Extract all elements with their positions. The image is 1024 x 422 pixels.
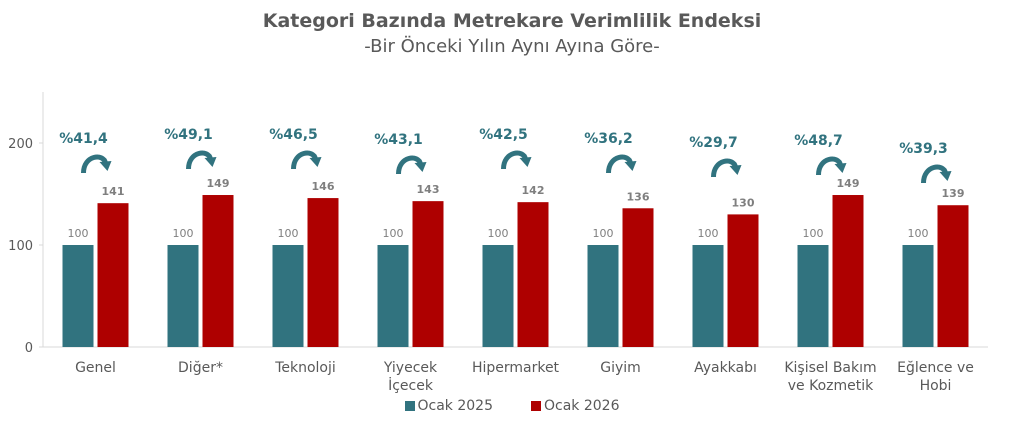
data-label: 149 [837, 177, 860, 190]
change-label: %46,5 [269, 127, 318, 143]
change-label: %48,7 [794, 133, 843, 149]
data-label: 100 [803, 227, 824, 240]
bar-2026 [832, 195, 864, 347]
curved-arrow-right-icon [921, 164, 948, 184]
change-label: %42,5 [479, 127, 528, 143]
arrow-head-icon [309, 157, 322, 167]
curved-arrow-right-icon [186, 150, 213, 170]
data-label: 141 [102, 185, 125, 198]
legend-item-2026[interactable]: Ocak 2026 [531, 398, 619, 414]
legend-swatch-2026 [531, 401, 541, 411]
bar-2026 [622, 208, 654, 347]
arrow-head-icon [99, 161, 112, 171]
x-tick-label: Yiyecek [383, 360, 438, 376]
x-tick-label: Giyim [600, 360, 641, 376]
data-label: 142 [522, 184, 545, 197]
data-label: 100 [278, 227, 299, 240]
x-tick-label: Kişisel Bakım [784, 360, 876, 376]
legend-item-2025[interactable]: Ocak 2025 [404, 398, 493, 414]
chart-subtitle: -Bir Önceki Yılın Aynı Ayına Göre- [364, 36, 660, 57]
data-label: 100 [488, 227, 509, 240]
data-label: 130 [732, 196, 755, 209]
legend-label-2025: Ocak 2025 [417, 398, 493, 414]
arrow-head-icon [519, 157, 532, 167]
arrow-head-icon [414, 162, 427, 172]
bar-2025 [797, 245, 829, 347]
x-tick-label: İçecek [388, 376, 434, 394]
legend: Ocak 2025 Ocak 2026 [0, 398, 1024, 414]
bar-2025 [167, 245, 199, 347]
bar-2025 [587, 245, 619, 347]
x-tick-label: Hobi [920, 378, 952, 394]
bar-2026 [937, 205, 969, 347]
x-tick-label: Diğer* [178, 360, 223, 376]
legend-swatch-2025 [404, 401, 415, 411]
curved-arrow-right-icon [711, 158, 738, 178]
x-tick-label: Eğlence ve [897, 360, 974, 376]
change-label: %29,7 [689, 135, 738, 151]
change-label: %36,2 [584, 131, 633, 147]
y-tick-label: 0 [25, 341, 33, 356]
bar-2026 [307, 198, 339, 347]
bar-2025 [482, 245, 514, 347]
bar-2026 [412, 201, 444, 347]
curved-arrow-right-icon [606, 154, 633, 174]
arrow-head-icon [624, 161, 637, 171]
data-label: 149 [207, 177, 230, 190]
data-label: 100 [698, 227, 719, 240]
x-tick-label: ve Kozmetik [788, 378, 874, 394]
bar-2026 [727, 214, 759, 347]
curved-arrow-right-icon [816, 156, 843, 176]
x-tick-label: Genel [75, 360, 116, 376]
change-label: %41,4 [59, 131, 108, 147]
data-label: 100 [173, 227, 194, 240]
bar-2025 [62, 245, 94, 347]
y-tick-label: 100 [8, 239, 33, 254]
curved-arrow-right-icon [501, 150, 528, 170]
arrow-head-icon [729, 165, 742, 175]
data-label: 143 [417, 183, 440, 196]
curved-arrow-right-icon [81, 154, 108, 174]
data-label: 139 [942, 187, 965, 200]
bar-2025 [377, 245, 409, 347]
bar-2026 [97, 203, 129, 347]
y-tick-label: 200 [8, 137, 33, 152]
bar-2025 [692, 245, 724, 347]
x-tick-label: Teknoloji [274, 360, 336, 376]
arrow-head-icon [939, 171, 952, 181]
data-label: 136 [627, 190, 650, 203]
change-label: %39,3 [899, 141, 948, 157]
legend-label-2026: Ocak 2026 [544, 398, 620, 414]
bar-2026 [202, 195, 234, 347]
data-label: 146 [312, 180, 335, 193]
change-label: %43,1 [374, 132, 423, 148]
bar-2025 [272, 245, 304, 347]
bar-2026 [517, 202, 549, 347]
data-label: 100 [68, 227, 89, 240]
arrow-head-icon [204, 157, 217, 167]
x-tick-label: Ayakkabı [694, 360, 757, 376]
change-label: %49,1 [164, 127, 213, 143]
chart-title: Kategori Bazında Metrekare Verimlilik En… [262, 10, 762, 32]
curved-arrow-right-icon [291, 150, 318, 170]
data-label: 100 [908, 227, 929, 240]
data-label: 100 [593, 227, 614, 240]
bar-2025 [902, 245, 934, 347]
data-label: 100 [383, 227, 404, 240]
x-tick-label: Hipermarket [472, 360, 560, 376]
arrow-head-icon [834, 163, 847, 173]
curved-arrow-right-icon [396, 155, 423, 175]
